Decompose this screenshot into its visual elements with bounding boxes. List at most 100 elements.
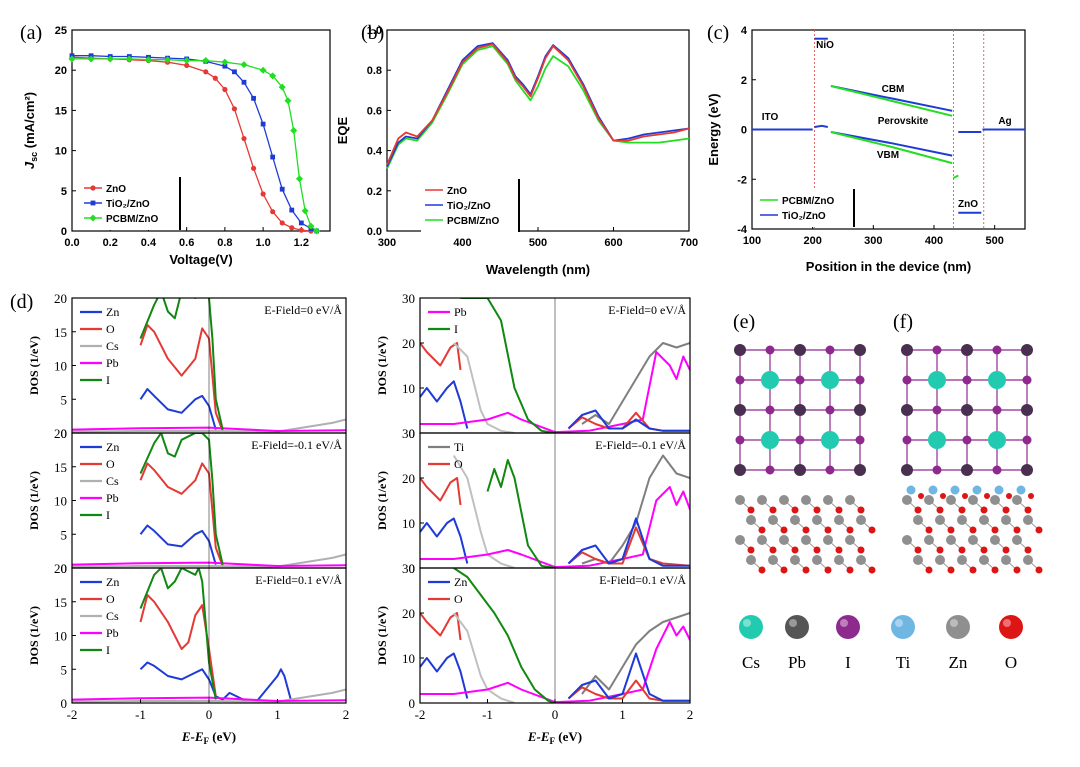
atom-o bbox=[813, 506, 821, 514]
legend-entry: O bbox=[106, 592, 115, 606]
atom-o bbox=[925, 526, 933, 534]
y-tick-label: 20 bbox=[402, 336, 415, 351]
legend-entry: I bbox=[106, 508, 110, 522]
y-tick-label: 0.6 bbox=[367, 105, 382, 117]
atom-cs bbox=[988, 371, 1006, 389]
x-tick-label: -2 bbox=[67, 707, 78, 722]
atom-pb-i bbox=[962, 375, 972, 385]
atom-o bbox=[868, 566, 876, 574]
legend-entry: O bbox=[454, 592, 463, 606]
atom-zn bbox=[990, 495, 1000, 505]
y-tick-label: 5 bbox=[61, 186, 67, 198]
x-tick-label: 700 bbox=[680, 237, 698, 249]
dos-line bbox=[567, 652, 690, 702]
atom-o bbox=[914, 506, 922, 514]
x-axis-label: E-EF (eV) bbox=[181, 729, 236, 746]
x-tick-label: 1.0 bbox=[255, 237, 270, 249]
dos-right-subplot: 0 10 20 30 E-Field=-0.1 eV/Å Ti O DOS (1/eV) bbox=[375, 426, 691, 576]
atom-pb-i bbox=[735, 375, 745, 385]
band-line bbox=[830, 85, 953, 117]
atom-pb-i bbox=[794, 344, 806, 356]
atom-ti bbox=[1016, 485, 1026, 495]
chart-b: 300 400 500 600 700 0.0 0.2 0.4 0.6 0.8 1.0 Wavelen… bbox=[335, 25, 698, 277]
y-tick-label: 0 bbox=[61, 696, 68, 711]
atom-zn bbox=[790, 515, 800, 525]
legend-entry: ZnO bbox=[106, 184, 126, 195]
y-tick-label: 25 bbox=[55, 25, 67, 37]
atom-zn bbox=[1023, 555, 1033, 565]
legend-entry: Pb bbox=[454, 305, 467, 319]
atom-o bbox=[769, 506, 777, 514]
data-point bbox=[222, 86, 228, 93]
atom-o bbox=[780, 566, 788, 574]
atom-zn bbox=[801, 535, 811, 545]
atom-pb-i bbox=[992, 345, 1002, 355]
band-annotation: NiO bbox=[816, 40, 834, 51]
atom-o bbox=[1013, 526, 1021, 534]
atom-legend-label: Pb bbox=[788, 653, 806, 672]
atom-o bbox=[1035, 566, 1043, 574]
atom-o bbox=[980, 506, 988, 514]
x-tick-label: 600 bbox=[604, 237, 622, 249]
atom-zn bbox=[757, 495, 767, 505]
atom-zn bbox=[746, 555, 756, 565]
atom-zn bbox=[790, 555, 800, 565]
atom-pb-i bbox=[794, 404, 806, 416]
atom-zn bbox=[1023, 515, 1033, 525]
atom-o bbox=[925, 566, 933, 574]
atom-zn bbox=[834, 555, 844, 565]
y-tick-label: 0.0 bbox=[367, 226, 382, 238]
atom-pb-i bbox=[901, 464, 913, 476]
dos-line bbox=[139, 433, 224, 565]
dos-line bbox=[420, 380, 469, 429]
data-point bbox=[284, 97, 292, 105]
atom-o bbox=[1013, 566, 1021, 574]
data-point bbox=[87, 55, 95, 63]
atom-pb-i bbox=[765, 405, 775, 415]
legend-entry: Pb bbox=[106, 356, 119, 370]
atom-pb-i bbox=[854, 404, 866, 416]
field-label: E-Field=0.1 eV/Å bbox=[599, 573, 686, 587]
atom-o bbox=[1024, 506, 1032, 514]
data-point bbox=[144, 56, 152, 64]
atom-o bbox=[857, 546, 865, 554]
legend-entry: Zn bbox=[106, 305, 119, 319]
atom-o bbox=[936, 546, 944, 554]
data-point bbox=[313, 227, 321, 235]
atom-o bbox=[914, 546, 922, 554]
x-tick-label: 2 bbox=[343, 707, 350, 722]
dos-line bbox=[139, 524, 217, 565]
band-line bbox=[814, 124, 828, 128]
atom-zn bbox=[834, 515, 844, 525]
legend-entry: TiO₂/ZnO bbox=[782, 211, 826, 222]
atom-zn bbox=[946, 495, 956, 505]
dos-line bbox=[581, 454, 690, 565]
atom-zn bbox=[913, 515, 923, 525]
atom-legend-label: Cs bbox=[742, 653, 760, 672]
dos-line bbox=[581, 612, 690, 695]
legend-entry: I bbox=[454, 322, 458, 336]
data-point bbox=[68, 55, 76, 63]
x-tick-label: 300 bbox=[378, 237, 396, 249]
legend-marker bbox=[90, 185, 96, 191]
atom-zn bbox=[735, 495, 745, 505]
band-annotation: VBM bbox=[877, 150, 899, 161]
atom-zn bbox=[902, 495, 912, 505]
data-point bbox=[260, 121, 266, 127]
atom-o bbox=[769, 546, 777, 554]
atom-pb-i bbox=[902, 435, 912, 445]
atom-pb-i bbox=[961, 344, 973, 356]
atom-zn bbox=[957, 555, 967, 565]
atom-pb-i bbox=[992, 405, 1002, 415]
y-tick-label: 0.4 bbox=[367, 146, 383, 158]
crystal-structures bbox=[734, 344, 1043, 574]
atom-pb-i bbox=[932, 465, 942, 475]
dos-line bbox=[139, 568, 217, 700]
atom-zn bbox=[757, 535, 767, 545]
atom-cs bbox=[761, 431, 779, 449]
y-tick-label: 0 bbox=[61, 426, 68, 441]
y-tick-label: 1.0 bbox=[367, 25, 382, 37]
atom-zn bbox=[812, 555, 822, 565]
dos-curves bbox=[420, 568, 690, 703]
data-point bbox=[250, 165, 257, 171]
